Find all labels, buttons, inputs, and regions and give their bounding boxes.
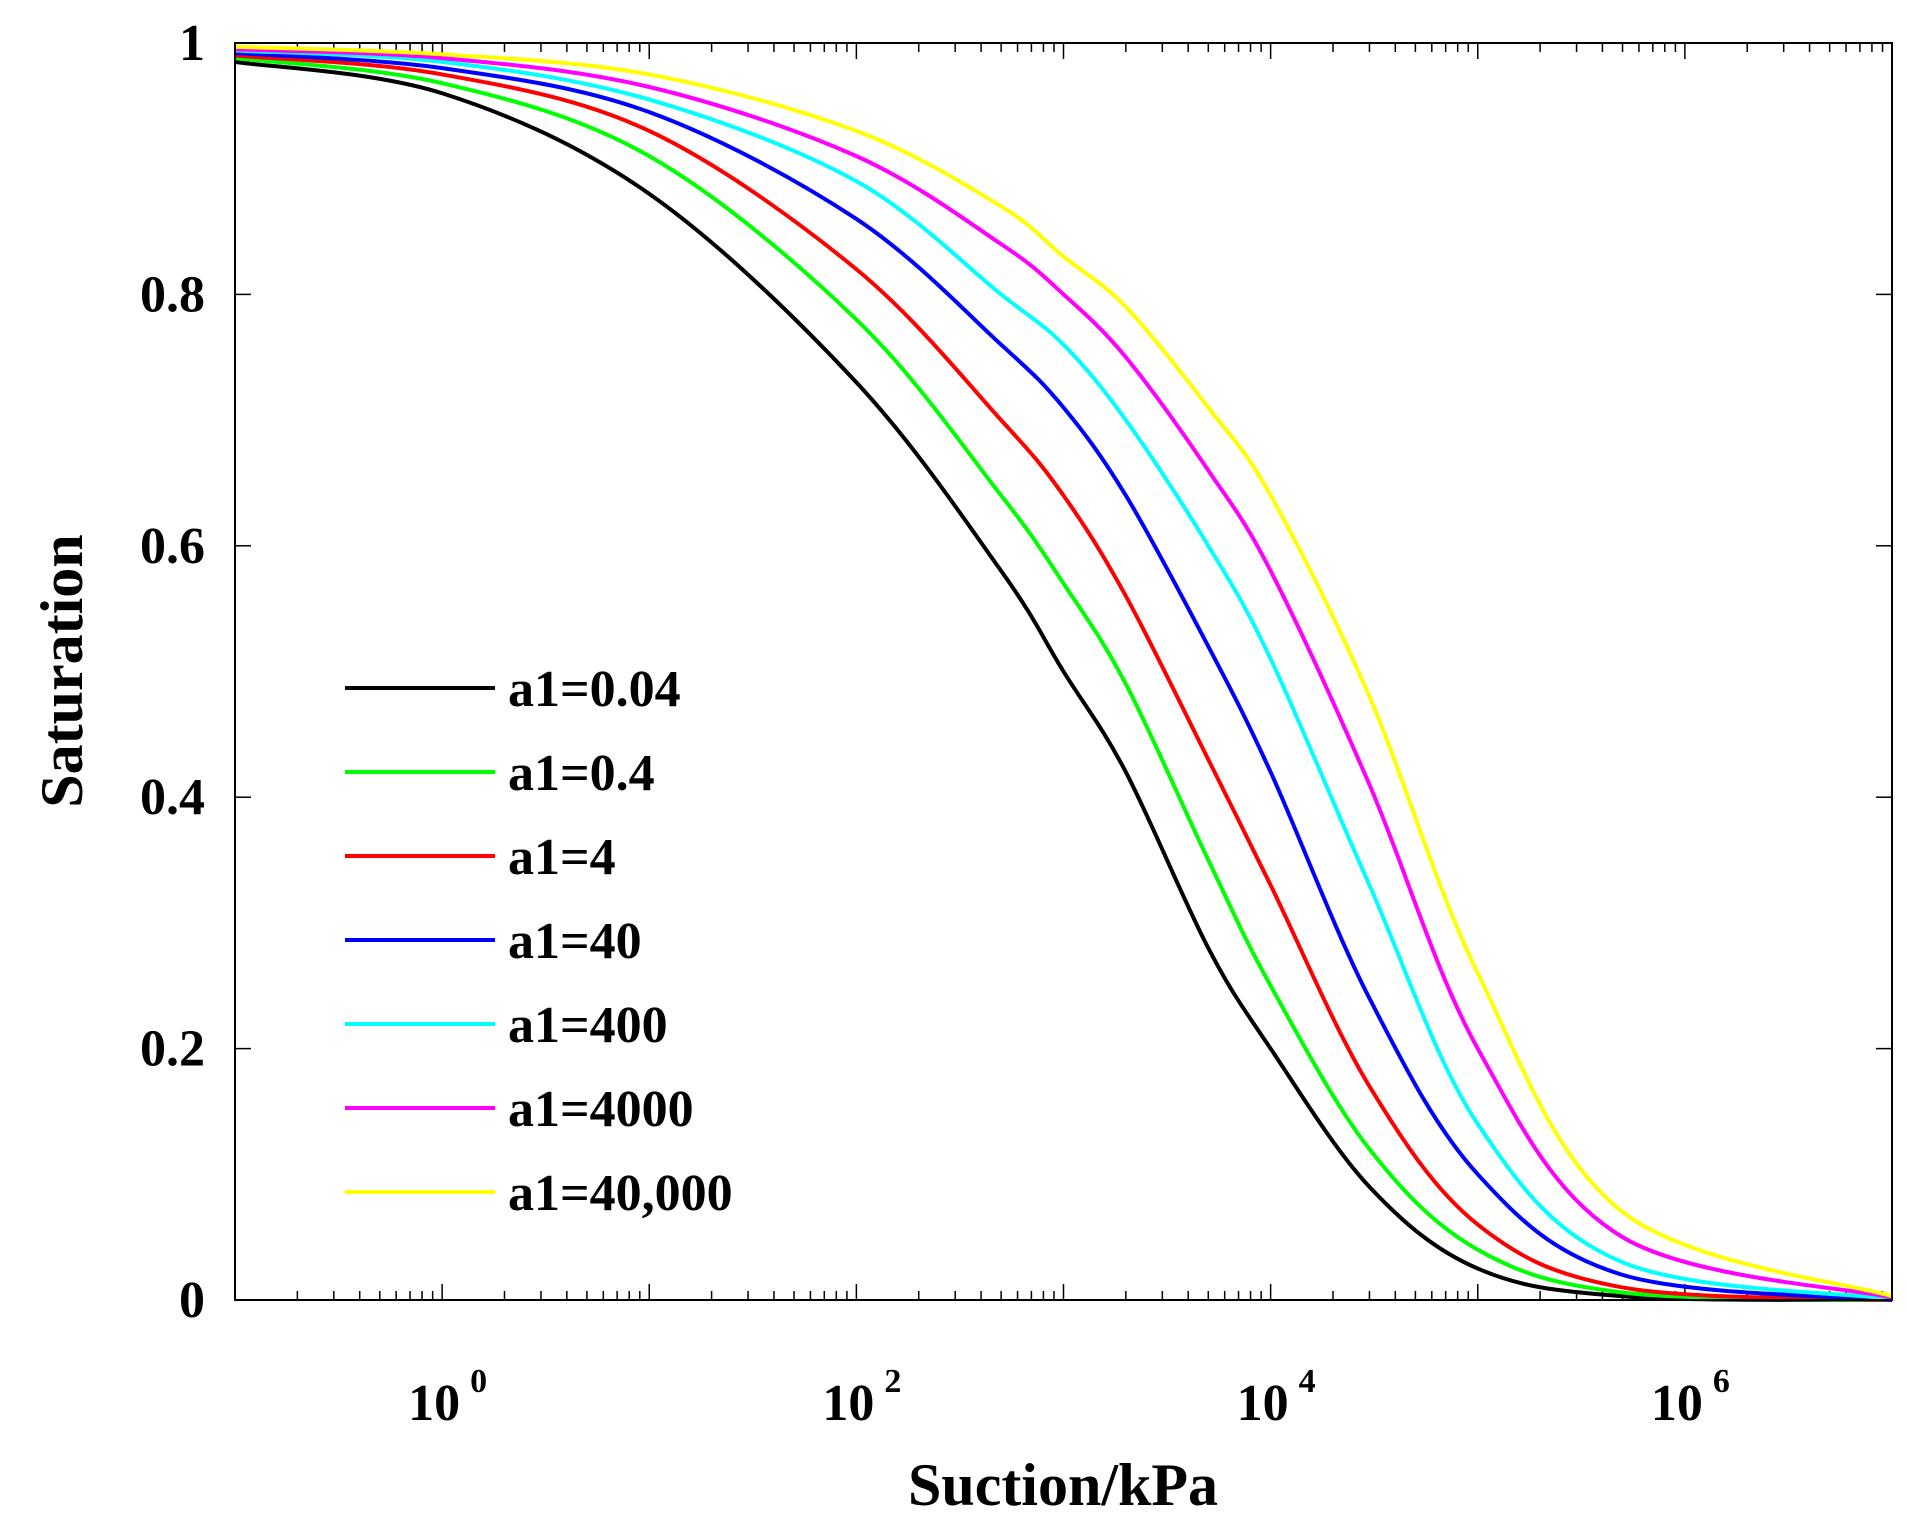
- legend-label-1: a1=0.4: [508, 745, 655, 802]
- series-line-3: [234, 51, 1893, 1302]
- y-tick-labels: 0 0.2 0.4 0.6 0.8 1: [140, 15, 205, 1329]
- x-tick-labels: 10 0 10 2 10 4 10 6: [408, 1363, 1730, 1432]
- y-tick-label: 0.8: [140, 266, 205, 323]
- legend-label-4: a1=400: [508, 997, 668, 1054]
- y-axis-title: Saturation: [29, 534, 95, 807]
- minor-ticks: [296, 43, 1884, 1300]
- plot-frame: [234, 42, 1893, 1301]
- x-axis-title: Suction/kPa: [908, 1452, 1218, 1515]
- y-tick-label: 0.4: [140, 769, 205, 826]
- x-tick-exponent: 2: [884, 1363, 901, 1400]
- x-tick-label: 10: [1651, 1375, 1703, 1432]
- x-tick-exponent: 6: [1713, 1363, 1730, 1400]
- y-tick-label: 0.2: [140, 1021, 205, 1078]
- x-tick-exponent: 0: [470, 1363, 487, 1400]
- y-tick-label: 0.6: [140, 518, 205, 575]
- series-line-6: [234, 44, 1893, 1299]
- legend-label-0: a1=0.04: [508, 661, 681, 718]
- series-line-1: [234, 56, 1893, 1302]
- series-line-5: [234, 47, 1893, 1300]
- x-tick-label: 10: [408, 1375, 460, 1432]
- series-line-4: [234, 48, 1893, 1301]
- legend-label-6: a1=40,000: [508, 1165, 733, 1222]
- legend-label-2: a1=4: [508, 829, 616, 886]
- x-tick-label: 10: [1237, 1375, 1289, 1432]
- series-line-0: [234, 59, 1893, 1302]
- x-tick-label: 10: [822, 1375, 874, 1432]
- x-tick-exponent: 4: [1299, 1363, 1316, 1400]
- series-lines: [234, 44, 1893, 1302]
- legend-label-5: a1=4000: [508, 1081, 694, 1138]
- y-tick-label: 0: [179, 1272, 205, 1329]
- legend-label-3: a1=40: [508, 913, 642, 970]
- legend: a1=0.04 a1=0.4 a1=4 a1=40 a1=400 a1=4000 a1=40…: [345, 661, 733, 1222]
- series-line-2: [234, 53, 1893, 1302]
- y-tick-label: 1: [179, 15, 205, 72]
